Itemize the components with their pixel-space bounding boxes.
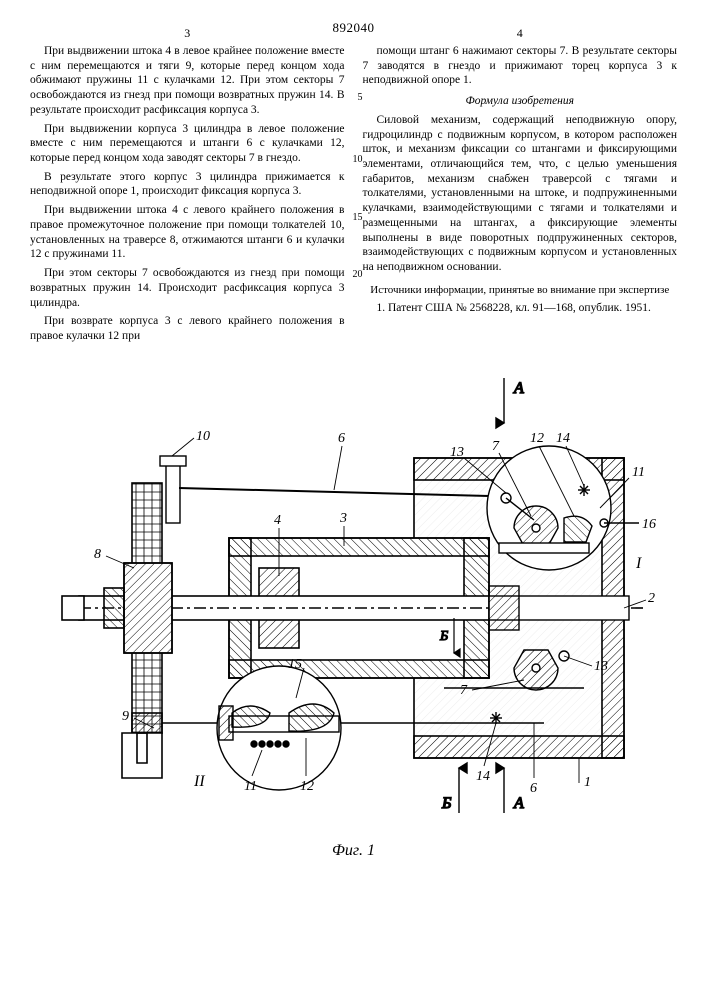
label-8: 8 bbox=[94, 547, 101, 562]
label-1: 1 bbox=[584, 775, 591, 790]
left-column: 3 При выдвижении штока 4 в левое крайнее… bbox=[30, 44, 345, 348]
label-6: 6 bbox=[338, 431, 345, 446]
section-B-inner: Б bbox=[439, 629, 448, 644]
section-A-bottom: A bbox=[513, 795, 524, 812]
left-p5: При этом секторы 7 освобождаются из гнез… bbox=[30, 266, 345, 310]
label-12b: 12 bbox=[300, 779, 314, 794]
section-A-top: A bbox=[513, 380, 524, 397]
right-p2: Силовой механизм, содержащий неподвижную… bbox=[363, 113, 678, 275]
patent-number: 892040 bbox=[30, 20, 677, 36]
left-p1: При выдвижении штока 4 в левое крайнее п… bbox=[30, 44, 345, 118]
line-mark-20: 20 bbox=[349, 269, 363, 282]
label-14-top: 14 bbox=[556, 431, 570, 446]
line-mark-10: 10 bbox=[349, 154, 363, 167]
label-14b: 14 bbox=[476, 769, 490, 784]
label-13: 13 bbox=[450, 445, 464, 460]
label-15: 15 bbox=[288, 657, 302, 672]
label-10: 10 bbox=[196, 429, 210, 444]
right-p3: 1. Патент США № 2568228, кл. 91—168, опу… bbox=[363, 301, 678, 316]
text-columns: 3 При выдвижении штока 4 в левое крайнее… bbox=[30, 44, 677, 348]
section-B-bottom: Б bbox=[441, 795, 452, 812]
left-p2: При выдвижении корпуса 3 цилиндра в лево… bbox=[30, 122, 345, 166]
label-2: 2 bbox=[648, 591, 655, 606]
left-p4: При выдвижении штока 4 с левого крайнего… bbox=[30, 203, 345, 262]
claim-heading: Формула изобретения bbox=[363, 94, 678, 109]
label-13b: 13 bbox=[594, 659, 608, 674]
label-11-top: 11 bbox=[632, 465, 645, 480]
left-p6: При возврате корпуса 3 с левого крайнего… bbox=[30, 314, 345, 343]
label-4: 4 bbox=[274, 513, 281, 528]
label-7-top: 7 bbox=[492, 439, 500, 454]
label-6b: 6 bbox=[530, 781, 537, 796]
left-p3: В результате этого корпус 3 цилиндра при… bbox=[30, 170, 345, 199]
label-II: II bbox=[193, 773, 205, 790]
label-I: I bbox=[635, 555, 642, 572]
figure-1: A bbox=[30, 368, 677, 860]
figure-svg: A bbox=[44, 368, 664, 838]
label-12-top: 12 bbox=[530, 431, 544, 446]
right-col-number: 4 bbox=[517, 26, 523, 41]
line-mark-15: 15 bbox=[349, 212, 363, 225]
label-3: 3 bbox=[339, 511, 347, 526]
line-mark-5: 5 bbox=[349, 92, 363, 105]
figure-caption: Фиг. 1 bbox=[30, 842, 677, 860]
label-16: 16 bbox=[642, 517, 656, 532]
left-col-number: 3 bbox=[184, 26, 190, 41]
label-9: 9 bbox=[122, 709, 129, 724]
right-p1: помощи штанг 6 нажимают секторы 7. В рез… bbox=[363, 44, 678, 88]
right-column: 4 5 10 15 20 помощи штанг 6 нажимают сек… bbox=[363, 44, 678, 348]
label-11b: 11 bbox=[244, 779, 257, 794]
cite-heading: Источники информации, принятые во вниман… bbox=[363, 283, 678, 297]
label-7b: 7 bbox=[460, 683, 468, 698]
